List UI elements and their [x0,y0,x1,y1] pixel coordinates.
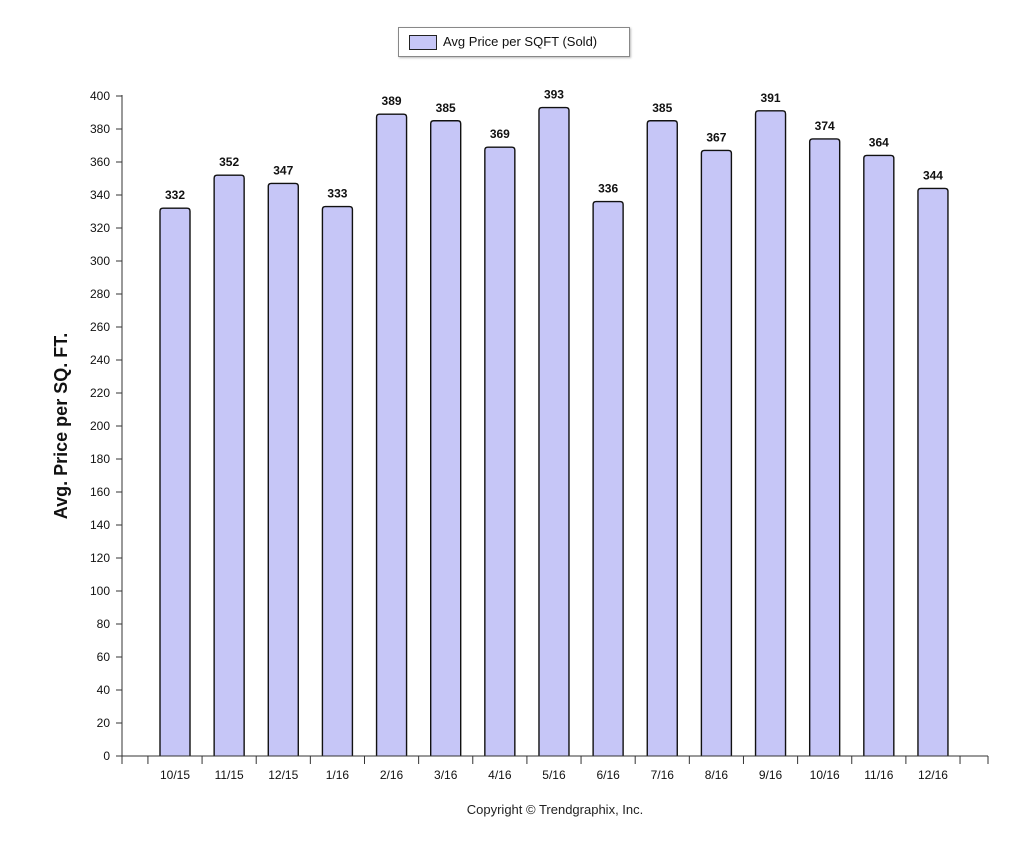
bar-6/16 [592,200,624,756]
data-label: 369 [490,127,510,141]
bar-12/15 [267,182,299,756]
y-tick-label: 80 [97,617,111,631]
data-label: 391 [761,91,781,105]
data-label: 364 [869,135,889,149]
x-tick-label: 10/15 [160,768,190,782]
bar-3/16 [430,120,462,756]
data-label: 385 [436,101,456,115]
bar-12/16 [917,187,949,756]
x-tick-label: 7/16 [651,768,675,782]
bar-9/16 [754,110,787,756]
y-tick-label: 160 [90,485,110,499]
data-label: 332 [165,188,185,202]
bar-10/15 [159,207,191,756]
x-tick-label: 5/16 [542,768,566,782]
data-label: 389 [382,94,402,108]
x-tick-label: 3/16 [434,768,458,782]
data-label: 352 [219,155,239,169]
bar-10/16 [808,138,841,756]
x-tick-label: 2/16 [380,768,404,782]
bar-7/16 [646,120,678,756]
data-label: 374 [815,119,835,133]
y-tick-label: 380 [90,122,110,136]
y-tick-label: 300 [90,254,110,268]
bar-11/16 [863,154,895,756]
x-tick-label: 6/16 [596,768,620,782]
y-tick-label: 360 [90,155,110,169]
y-tick-label: 100 [90,584,110,598]
y-tick-label: 60 [97,650,111,664]
bar-11/15 [213,174,245,756]
bar-8/16 [700,149,733,756]
x-tick-label: 11/16 [864,768,893,782]
y-tick-label: 340 [90,188,110,202]
x-tick-label: 12/16 [918,768,948,782]
bar-1/16 [321,205,354,756]
x-tick-label: 10/16 [810,768,840,782]
legend: Avg Price per SQFT (Sold) [398,27,630,57]
copyright-text: Copyright © Trendgraphix, Inc. [466,802,644,817]
data-label: 367 [706,130,726,144]
y-tick-label: 260 [90,320,110,334]
y-tick-label: 120 [90,551,110,565]
y-tick-label: 240 [90,353,110,367]
bar-4/16 [484,146,516,756]
legend-swatch [409,35,437,50]
y-tick-label: 40 [97,683,111,697]
x-tick-label: 1/16 [326,768,350,782]
y-tick-label: 220 [90,386,110,400]
bar-5/16 [538,106,570,756]
y-tick-label: 20 [97,716,111,730]
x-tick-label: 8/16 [705,768,729,782]
data-label: 344 [923,168,943,182]
x-tick-label: 4/16 [488,768,512,782]
legend-label: Avg Price per SQFT (Sold) [443,34,598,49]
x-tick-label: 9/16 [759,768,783,782]
data-label: 336 [598,182,618,196]
y-tick-label: 180 [90,452,110,466]
bar-2/16 [375,113,408,756]
data-label: 333 [327,187,347,201]
x-tick-label: 11/15 [215,768,244,782]
y-tick-label: 140 [90,518,110,532]
y-tick-label: 400 [90,89,110,103]
data-label: 347 [273,163,293,177]
data-label: 385 [652,101,672,115]
x-tick-label: 12/15 [268,768,298,782]
y-tick-label: 320 [90,221,110,235]
y-tick-label: 200 [90,419,110,433]
y-axis-title: Avg. Price per SQ. FT. [51,333,71,519]
y-tick-label: 0 [103,749,110,763]
data-label: 393 [544,88,564,102]
y-tick-label: 280 [90,287,110,301]
